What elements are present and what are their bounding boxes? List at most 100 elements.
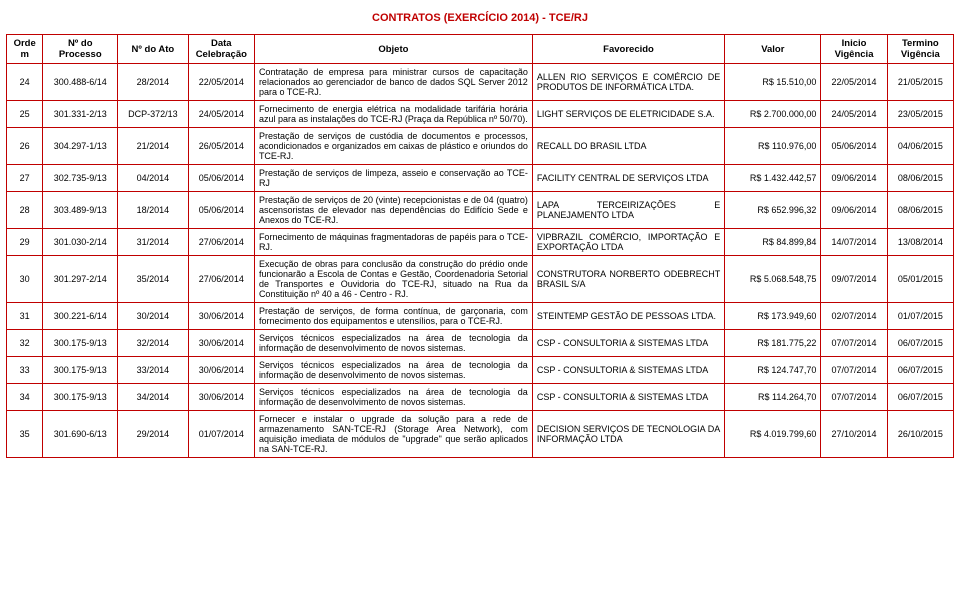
cell-objeto: Prestação de serviços, de forma contínua…	[254, 303, 532, 330]
contracts-table: Ordem Nº do Processo Nº do Ato Data Cele…	[6, 34, 954, 458]
table-row: 32300.175-9/1332/201430/06/2014Serviços …	[7, 330, 954, 357]
cell-ato: 34/2014	[118, 384, 189, 411]
table-row: 25301.331-2/13DCP-372/1324/05/2014Fornec…	[7, 101, 954, 128]
cell-ordem: 24	[7, 64, 43, 101]
cell-valor: R$ 110.976,00	[725, 128, 821, 165]
cell-favorecido: STEINTEMP GESTÃO DE PESSOAS LTDA.	[532, 303, 724, 330]
cell-valor: R$ 124.747,70	[725, 357, 821, 384]
cell-ato: 31/2014	[118, 229, 189, 256]
cell-objeto: Execução de obras para conclusão da cons…	[254, 256, 532, 303]
cell-objeto: Fornecimento de energia elétrica na moda…	[254, 101, 532, 128]
cell-processo: 302.735-9/13	[43, 165, 118, 192]
cell-valor: R$ 84.899,84	[725, 229, 821, 256]
cell-inicio: 09/07/2014	[821, 256, 887, 303]
col-favorecido: Favorecido	[532, 35, 724, 64]
cell-ordem: 34	[7, 384, 43, 411]
cell-favorecido: RECALL DO BRASIL LTDA	[532, 128, 724, 165]
cell-ato: 28/2014	[118, 64, 189, 101]
table-row: 33300.175-9/1333/201430/06/2014Serviços …	[7, 357, 954, 384]
cell-valor: R$ 173.949,60	[725, 303, 821, 330]
cell-termino: 23/05/2015	[887, 101, 953, 128]
cell-favorecido: LIGHT SERVIÇOS DE ELETRICIDADE S.A.	[532, 101, 724, 128]
cell-termino: 26/10/2015	[887, 411, 953, 458]
cell-valor: R$ 2.700.000,00	[725, 101, 821, 128]
col-objeto: Objeto	[254, 35, 532, 64]
cell-favorecido: VIPBRAZIL COMÉRCIO, IMPORTAÇÃO E EXPORTA…	[532, 229, 724, 256]
cell-inicio: 14/07/2014	[821, 229, 887, 256]
cell-termino: 08/06/2015	[887, 165, 953, 192]
table-row: 34300.175-9/1334/201430/06/2014Serviços …	[7, 384, 954, 411]
cell-data: 30/06/2014	[188, 303, 254, 330]
cell-objeto: Prestação de serviços de custódia de doc…	[254, 128, 532, 165]
cell-valor: R$ 114.264,70	[725, 384, 821, 411]
cell-inicio: 09/06/2014	[821, 165, 887, 192]
cell-data: 26/05/2014	[188, 128, 254, 165]
cell-valor: R$ 1.432.442,57	[725, 165, 821, 192]
cell-ordem: 30	[7, 256, 43, 303]
cell-valor: R$ 181.775,22	[725, 330, 821, 357]
table-row: 24300.488-6/1428/201422/05/2014Contrataç…	[7, 64, 954, 101]
cell-inicio: 07/07/2014	[821, 384, 887, 411]
cell-processo: 301.030-2/14	[43, 229, 118, 256]
col-valor: Valor	[725, 35, 821, 64]
cell-ato: 18/2014	[118, 192, 189, 229]
cell-termino: 04/06/2015	[887, 128, 953, 165]
cell-ordem: 35	[7, 411, 43, 458]
cell-ordem: 26	[7, 128, 43, 165]
cell-processo: 300.175-9/13	[43, 330, 118, 357]
table-row: 28303.489-9/1318/201405/06/2014Prestação…	[7, 192, 954, 229]
cell-inicio: 22/05/2014	[821, 64, 887, 101]
cell-processo: 300.488-6/14	[43, 64, 118, 101]
cell-data: 30/06/2014	[188, 384, 254, 411]
cell-valor: R$ 15.510,00	[725, 64, 821, 101]
table-row: 31300.221-6/1430/201430/06/2014Prestação…	[7, 303, 954, 330]
cell-valor: R$ 652.996,32	[725, 192, 821, 229]
cell-ato: 30/2014	[118, 303, 189, 330]
col-inicio: Inicio Vigência	[821, 35, 887, 64]
col-processo: Nº do Processo	[43, 35, 118, 64]
cell-valor: R$ 5.068.548,75	[725, 256, 821, 303]
cell-favorecido: CSP - CONSULTORIA & SISTEMAS LTDA	[532, 384, 724, 411]
cell-ato: 29/2014	[118, 411, 189, 458]
col-data: Data Celebração	[188, 35, 254, 64]
cell-processo: 301.297-2/14	[43, 256, 118, 303]
cell-data: 27/06/2014	[188, 229, 254, 256]
cell-objeto: Serviços técnicos especializados na área…	[254, 357, 532, 384]
cell-favorecido: CSP - CONSULTORIA & SISTEMAS LTDA	[532, 330, 724, 357]
cell-ato: 04/2014	[118, 165, 189, 192]
cell-processo: 303.489-9/13	[43, 192, 118, 229]
cell-inicio: 02/07/2014	[821, 303, 887, 330]
cell-ordem: 25	[7, 101, 43, 128]
cell-termino: 06/07/2015	[887, 357, 953, 384]
cell-ato: 35/2014	[118, 256, 189, 303]
cell-favorecido: FACILITY CENTRAL DE SERVIÇOS LTDA	[532, 165, 724, 192]
cell-termino: 08/06/2015	[887, 192, 953, 229]
cell-objeto: Contratação de empresa para ministrar cu…	[254, 64, 532, 101]
table-row: 29301.030-2/1431/201427/06/2014Fornecime…	[7, 229, 954, 256]
cell-ato: 32/2014	[118, 330, 189, 357]
cell-data: 05/06/2014	[188, 192, 254, 229]
cell-ordem: 32	[7, 330, 43, 357]
cell-ordem: 29	[7, 229, 43, 256]
cell-data: 01/07/2014	[188, 411, 254, 458]
cell-data: 22/05/2014	[188, 64, 254, 101]
cell-termino: 06/07/2015	[887, 384, 953, 411]
cell-valor: R$ 4.019.799,60	[725, 411, 821, 458]
cell-inicio: 05/06/2014	[821, 128, 887, 165]
cell-ato: 33/2014	[118, 357, 189, 384]
cell-favorecido: CSP - CONSULTORIA & SISTEMAS LTDA	[532, 357, 724, 384]
cell-favorecido: ALLEN RIO SERVIÇOS E COMÉRCIO DE PRODUTO…	[532, 64, 724, 101]
table-row: 26304.297-1/1321/201426/05/2014Prestação…	[7, 128, 954, 165]
cell-processo: 300.221-6/14	[43, 303, 118, 330]
cell-inicio: 27/10/2014	[821, 411, 887, 458]
cell-processo: 300.175-9/13	[43, 384, 118, 411]
col-termino: Termino Vigência	[887, 35, 953, 64]
cell-inicio: 24/05/2014	[821, 101, 887, 128]
col-ato: Nº do Ato	[118, 35, 189, 64]
cell-ordem: 33	[7, 357, 43, 384]
cell-objeto: Fornecer e instalar o upgrade da solução…	[254, 411, 532, 458]
cell-processo: 300.175-9/13	[43, 357, 118, 384]
table-row: 35301.690-6/1329/201401/07/2014Fornecer …	[7, 411, 954, 458]
cell-processo: 301.331-2/13	[43, 101, 118, 128]
cell-processo: 301.690-6/13	[43, 411, 118, 458]
